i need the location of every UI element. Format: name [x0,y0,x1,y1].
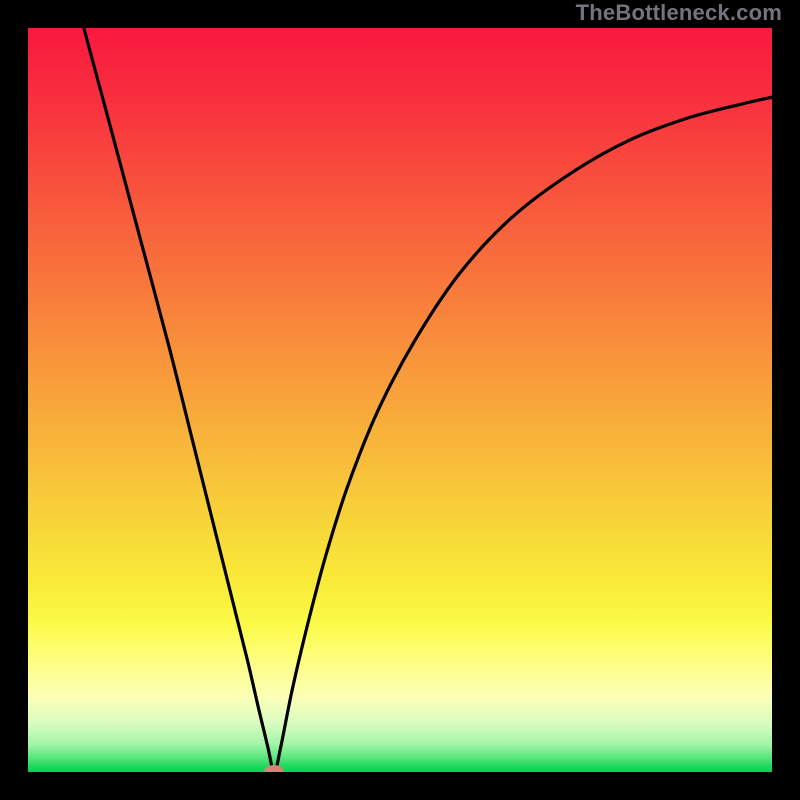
bottleneck-curve [84,28,772,772]
chart-container: TheBottleneck.com [0,0,800,800]
attribution-label: TheBottleneck.com [576,0,782,26]
plot-area [28,28,772,772]
optimal-point-marker [264,765,284,772]
curve-layer [28,28,772,772]
